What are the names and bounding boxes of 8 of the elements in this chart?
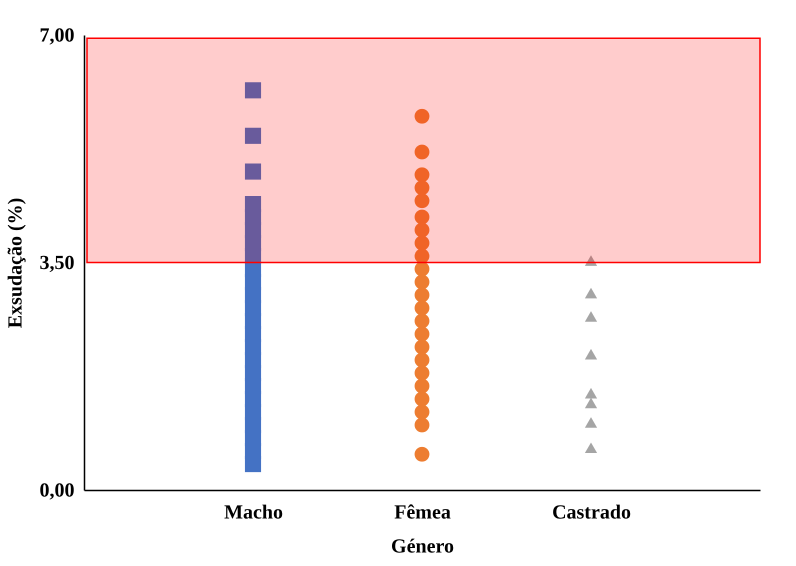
y-tick-label: 7,00 bbox=[40, 24, 74, 46]
x-tick-label: Castrado bbox=[552, 502, 631, 524]
x-tick-label: Macho bbox=[224, 502, 283, 524]
x-tick-label: Fêmea bbox=[394, 502, 451, 524]
y-axis-title: Exsudação (%) bbox=[4, 198, 26, 328]
x-axis-title: Género bbox=[391, 536, 454, 558]
y-tick-label: 0,00 bbox=[40, 480, 74, 502]
y-tick-label: 3,50 bbox=[40, 252, 74, 274]
